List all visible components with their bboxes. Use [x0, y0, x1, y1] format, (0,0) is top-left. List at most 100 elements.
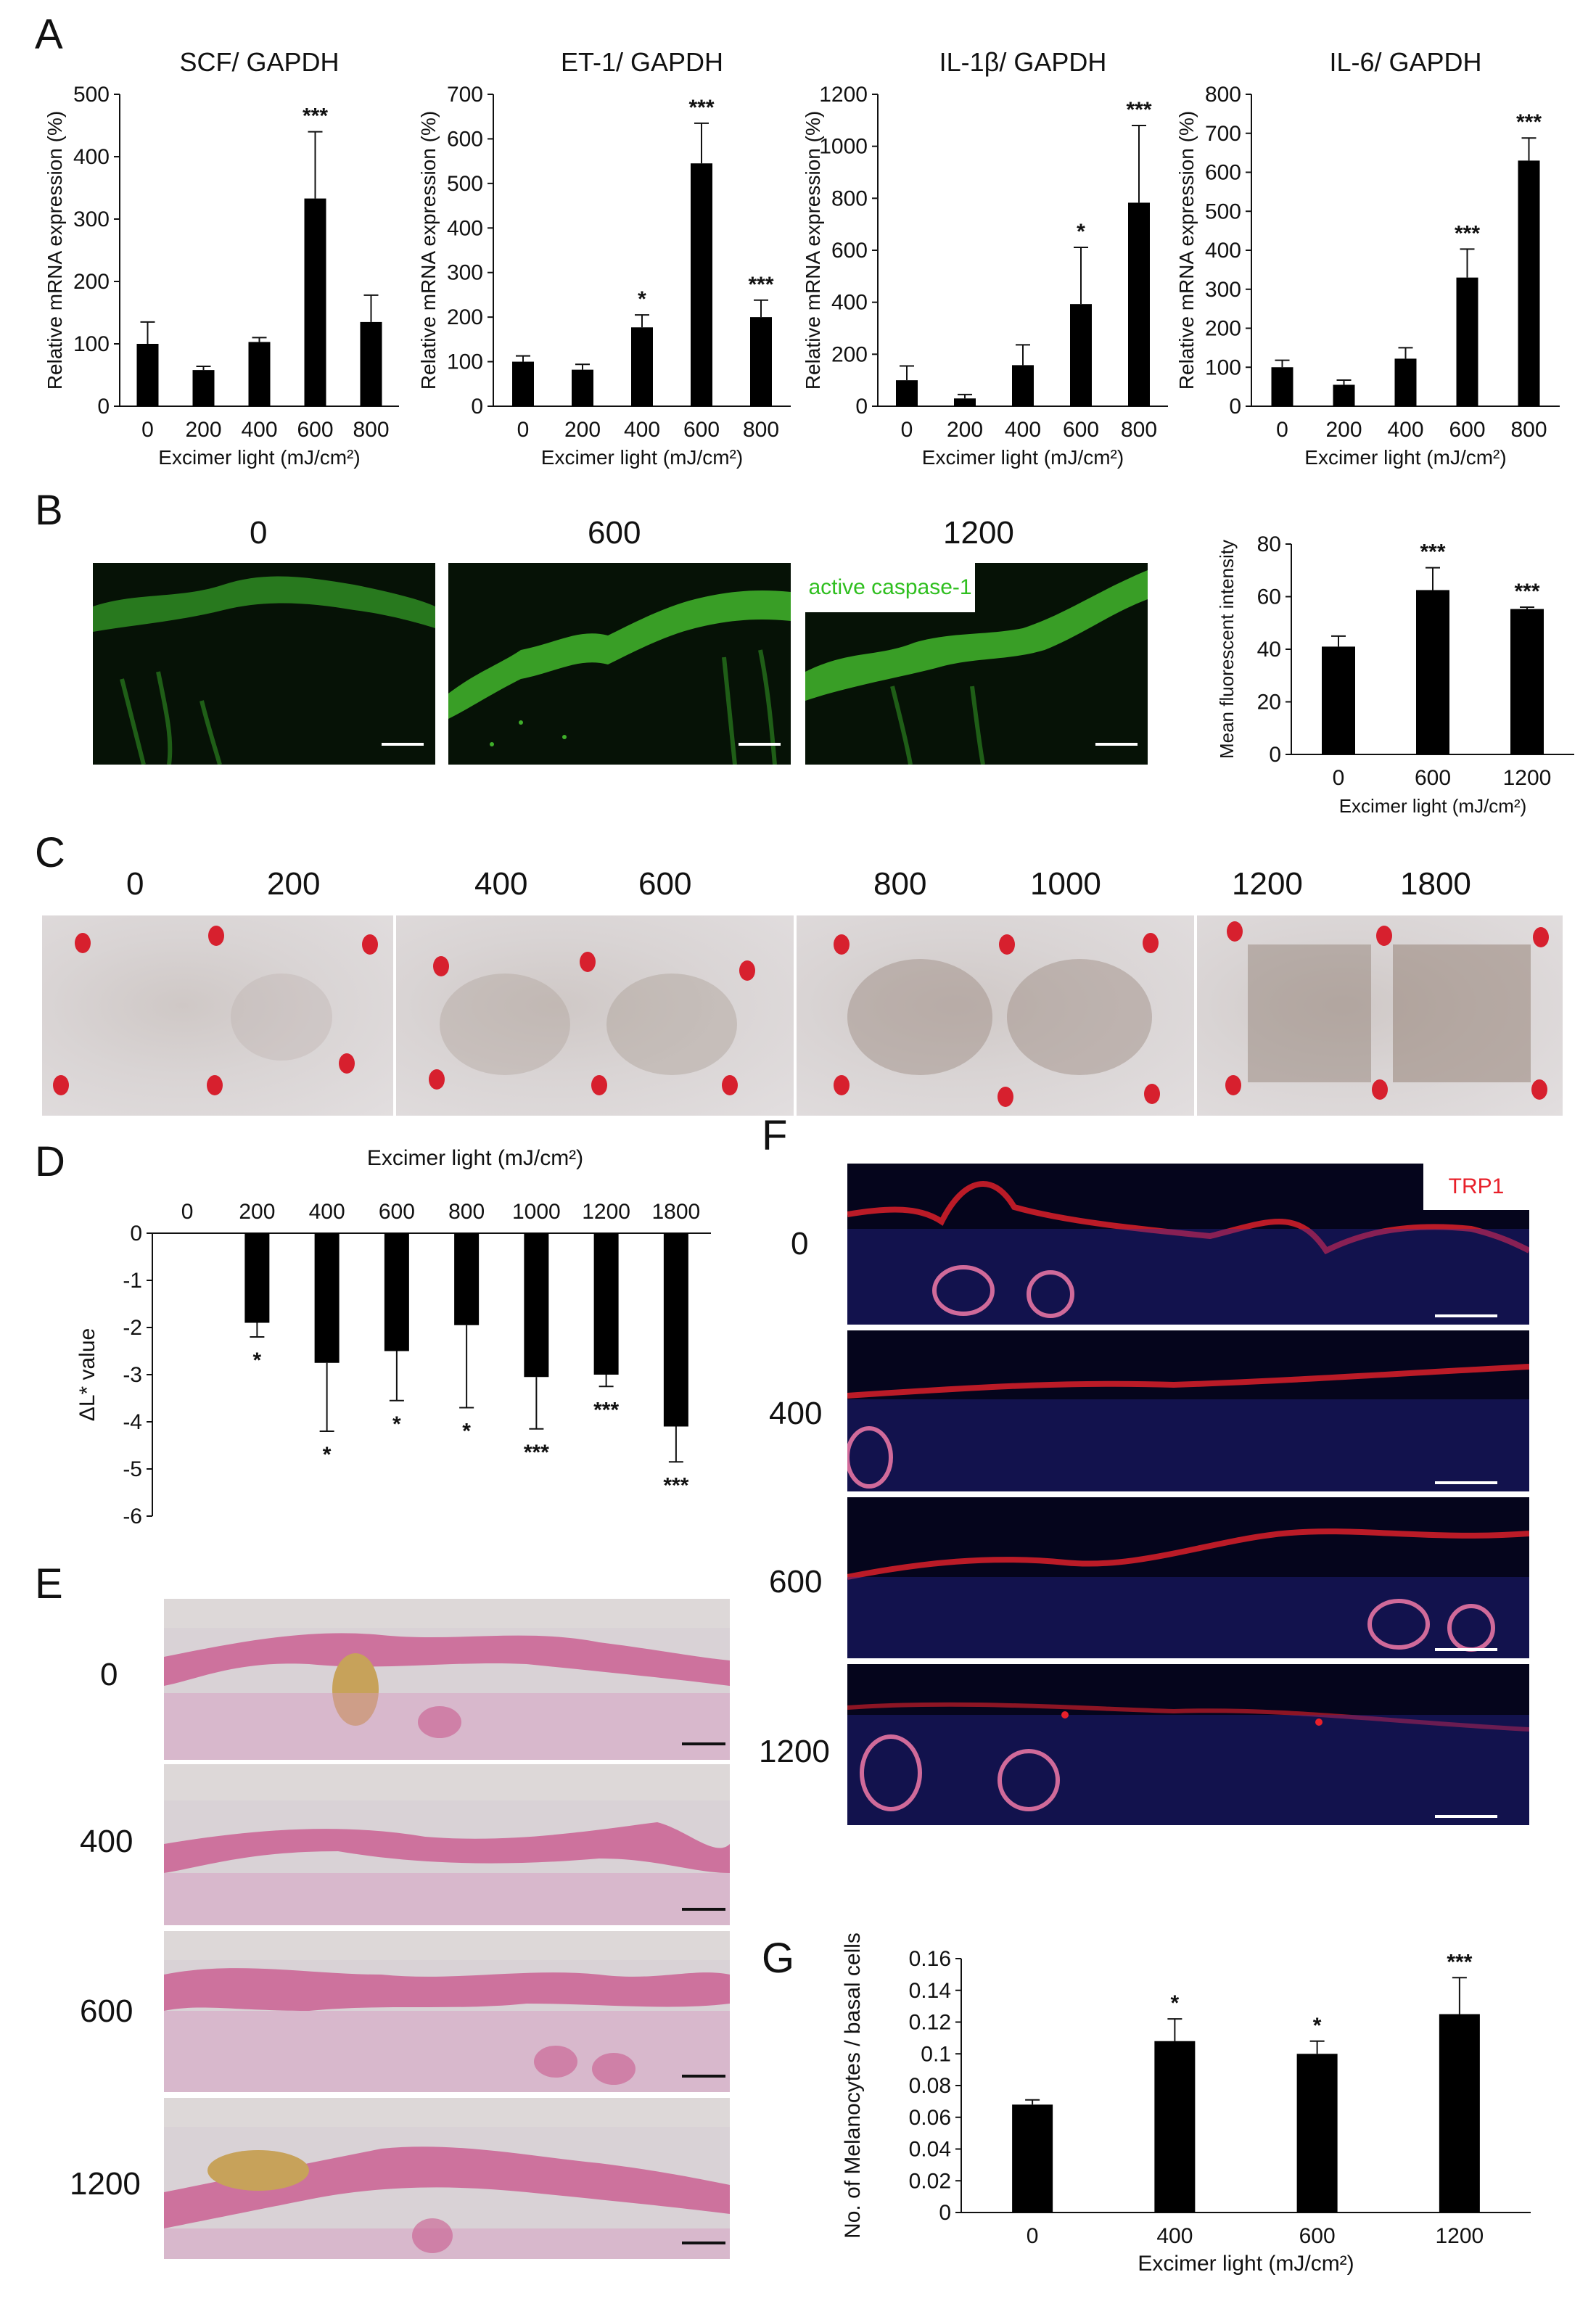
chart-a1-ytick-label: 200 — [73, 270, 110, 294]
chart-b-significance: *** — [1514, 580, 1539, 604]
chart-d-bar — [244, 1233, 270, 1323]
chart-a4-xtick-label: 600 — [1449, 418, 1485, 442]
chart-a1-xtick-label: 400 — [241, 418, 277, 442]
chart-a3-ytick-label: 200 — [831, 342, 868, 366]
chart-a2-bar — [512, 361, 534, 406]
chart-a1-bar — [304, 198, 326, 406]
chart-a4-ytick-label: 600 — [1205, 161, 1241, 185]
chart-d-x-title: Excimer light (mJ/cm²) — [367, 1146, 583, 1170]
chart-d-xtick-label: 0 — [181, 1200, 194, 1224]
chart-delta-l-value: 0 -1 -2 -3 -4 -5 -6 Excimer light (mJ/cm²) 0 200 4… — [75, 1146, 711, 1528]
he-image-1200 — [164, 2098, 730, 2259]
panel-b-label-600: 600 — [588, 515, 641, 551]
chart-a2-title: ET-1/ GAPDH — [561, 47, 723, 77]
chart-d-xtick-label: 1200 — [582, 1200, 630, 1224]
chart-a1-bar — [248, 342, 271, 406]
chart-a2-xtick-label: 200 — [564, 418, 601, 442]
chart-d-ytick-label: 0 — [130, 1222, 142, 1246]
chart-a2-ytick-label: 100 — [447, 350, 483, 374]
chart-a3-y-title: Relative mRNA expression (%) — [802, 111, 824, 390]
chart-a3-bar — [1128, 202, 1150, 406]
skin-photo-1200-1800 — [1197, 915, 1563, 1116]
chart-il6-gapdh: IL-6/ GAPDH 0 100 200 300 400 500 600 700 800 0 200… — [1175, 47, 1560, 469]
active-caspase-1-label: active caspase-1 — [805, 563, 975, 612]
panel-c-label-0: 0 — [126, 866, 144, 902]
panel-e-label-0: 0 — [100, 1657, 118, 1692]
chart-a1-xtick-label: 600 — [297, 418, 333, 442]
chart-g-bar — [1296, 2054, 1338, 2212]
chart-d-significance: *** — [593, 1398, 619, 1422]
chart-d-significance: * — [392, 1412, 401, 1436]
chart-a1-ytick-label: 300 — [73, 207, 110, 231]
chart-a1-xtick-label: 200 — [185, 418, 221, 442]
he-image-600 — [164, 1931, 730, 2092]
chart-a4-xtick-label: 400 — [1387, 418, 1423, 442]
panel-c-label-1200: 1200 — [1232, 866, 1303, 902]
chart-a2-ytick-label: 700 — [447, 83, 483, 107]
chart-a4-significance: *** — [1516, 110, 1542, 134]
panel-letter-c: C — [35, 829, 65, 876]
panel-b-label-0: 0 — [250, 515, 268, 551]
trp1-image-1200 — [847, 1664, 1529, 1825]
chart-g-bar — [1154, 2041, 1196, 2212]
chart-a3-significance: *** — [1126, 98, 1151, 122]
chart-et1-gapdh: ET-1/ GAPDH 0 100 200 300 400 500 600 700 0 200 400… — [417, 47, 791, 469]
panel-e-label-1200: 1200 — [70, 2166, 141, 2202]
chart-a4-significance: *** — [1455, 221, 1480, 245]
chart-a4-xtick-label: 0 — [1276, 418, 1288, 442]
chart-d-significance: * — [323, 1443, 332, 1467]
chart-a3-ytick-label: 400 — [831, 291, 868, 315]
chart-d-ytick-label: -4 — [123, 1410, 142, 1434]
chart-g-ytick-label: 0.16 — [909, 1947, 951, 1971]
trp1-label: TRP1 — [1423, 1164, 1529, 1210]
chart-a4-ytick-label: 400 — [1205, 239, 1241, 263]
chart-b-xtick-label: 0 — [1333, 766, 1345, 790]
chart-d-significance: *** — [524, 1441, 549, 1465]
chart-g-ytick-label: 0.08 — [909, 2074, 951, 2098]
chart-g-bar — [1012, 2104, 1053, 2212]
chart-d-bar — [384, 1233, 409, 1351]
chart-a2-ytick-label: 400 — [447, 216, 483, 240]
panel-f-label-600: 600 — [769, 1564, 823, 1600]
chart-a2-x-title: Excimer light (mJ/cm²) — [541, 446, 743, 469]
chart-a2-bar — [691, 163, 712, 406]
chart-d-y-title: ΔL* value — [75, 1328, 99, 1421]
chart-d-bar — [314, 1233, 340, 1363]
trp1-image-0: TRP1 — [847, 1164, 1529, 1325]
chart-b-bar — [1416, 590, 1449, 754]
chart-d-ytick-label: -2 — [123, 1316, 142, 1340]
chart-a3-bar — [954, 398, 976, 406]
chart-b-bar — [1510, 609, 1544, 754]
chart-a1-y-title: Relative mRNA expression (%) — [44, 111, 66, 390]
chart-a4-ytick-label: 0 — [1229, 395, 1241, 419]
chart-a4-bar — [1394, 358, 1417, 406]
chart-a3-xtick-label: 600 — [1063, 418, 1099, 442]
chart-g-ytick-label: 0.14 — [909, 1979, 951, 2003]
chart-d-significance: *** — [663, 1473, 688, 1497]
chart-a4-y-title: Relative mRNA expression (%) — [1175, 111, 1198, 390]
chart-b-xtick-label: 600 — [1415, 766, 1451, 790]
chart-a4-ytick-label: 100 — [1205, 355, 1241, 379]
skin-photo-800-1000 — [797, 915, 1194, 1116]
chart-melanocytes-per-basal-cells: 0 0.02 0.04 0.06 0.08 0.1 0.12 0.14 0.16 0 400 600 1… — [841, 1932, 1531, 2276]
panel-e-label-600: 600 — [80, 1993, 133, 2029]
chart-b-bar — [1322, 646, 1355, 754]
chart-a2-ytick-label: 200 — [447, 305, 483, 329]
chart-a2-bar — [750, 317, 772, 406]
chart-a2-y-title: Relative mRNA expression (%) — [417, 111, 440, 390]
chart-a1-bar — [192, 370, 215, 406]
chart-a3-ytick-label: 1200 — [819, 83, 868, 107]
chart-a1-ytick-label: 500 — [73, 83, 110, 107]
chart-b-x-title: Excimer light (mJ/cm²) — [1339, 795, 1527, 817]
chart-a4-ytick-label: 500 — [1205, 199, 1241, 223]
chart-a1-xtick-label: 800 — [353, 418, 389, 442]
chart-a3-xtick-label: 800 — [1121, 418, 1157, 442]
chart-g-xtick-label: 600 — [1299, 2224, 1336, 2248]
trp1-image-600 — [847, 1497, 1529, 1658]
chart-a1-bar — [360, 321, 382, 406]
panel-e-label-400: 400 — [80, 1824, 133, 1859]
panel-f-label-1200: 1200 — [759, 1734, 830, 1769]
he-image-400 — [164, 1764, 730, 1925]
chart-b-significance: *** — [1420, 540, 1445, 564]
chart-b-y-title: Mean fluorescent intensity — [1216, 540, 1238, 759]
